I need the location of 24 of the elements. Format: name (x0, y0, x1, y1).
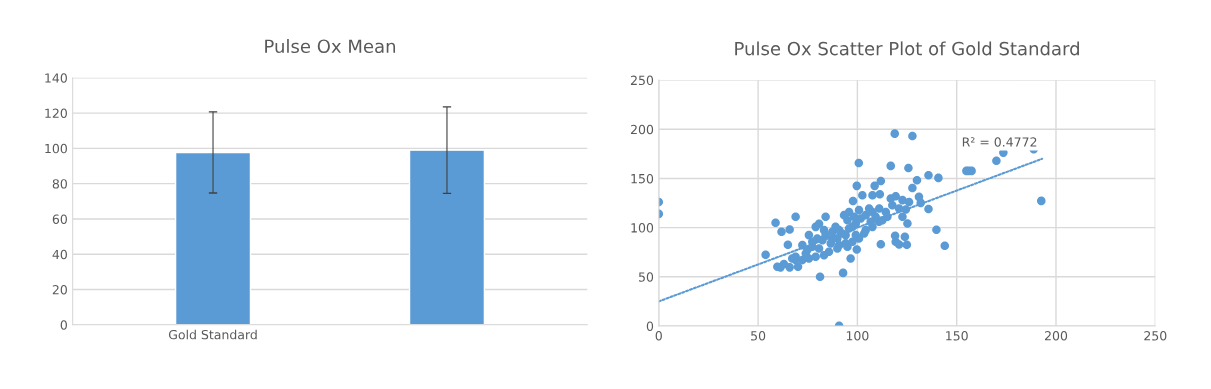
y-tick-label: 140 (45, 73, 67, 83)
chart-title: Pulse Ox Mean (265, 39, 396, 54)
y-tick-label: 0 (646, 321, 654, 331)
y-tick-label: 100 (631, 223, 654, 233)
x-tick-label: 150 (946, 331, 968, 341)
y-tick-label: 0 (60, 320, 67, 330)
y-tick-label: 200 (630, 124, 654, 135)
x-tick-label: 100 (846, 331, 869, 341)
x-tick-label: 250 (1144, 331, 1167, 341)
y-tick-label: 40 (52, 249, 67, 260)
x-tick-label: Gold Standard (168, 329, 257, 340)
y-tick-label: 50 (638, 272, 654, 282)
x-tick-label: 50 (751, 331, 766, 341)
y-tick-label: 80 (52, 179, 67, 189)
annotation: R² = 0.4772 (962, 137, 1037, 147)
y-tick-label: 20 (52, 285, 67, 295)
chart-title: Pulse Ox Scatter Plot of Gold Standard (735, 41, 1079, 56)
x-tick-label: 200 (1044, 331, 1068, 341)
x-tick-label: 0 (655, 331, 662, 341)
y-tick-label: 120 (45, 108, 67, 119)
y-tick-label: 60 (52, 214, 67, 224)
y-tick-label: 100 (45, 143, 67, 154)
y-tick-label: 150 (631, 173, 654, 184)
y-tick-label: 250 (630, 75, 654, 86)
